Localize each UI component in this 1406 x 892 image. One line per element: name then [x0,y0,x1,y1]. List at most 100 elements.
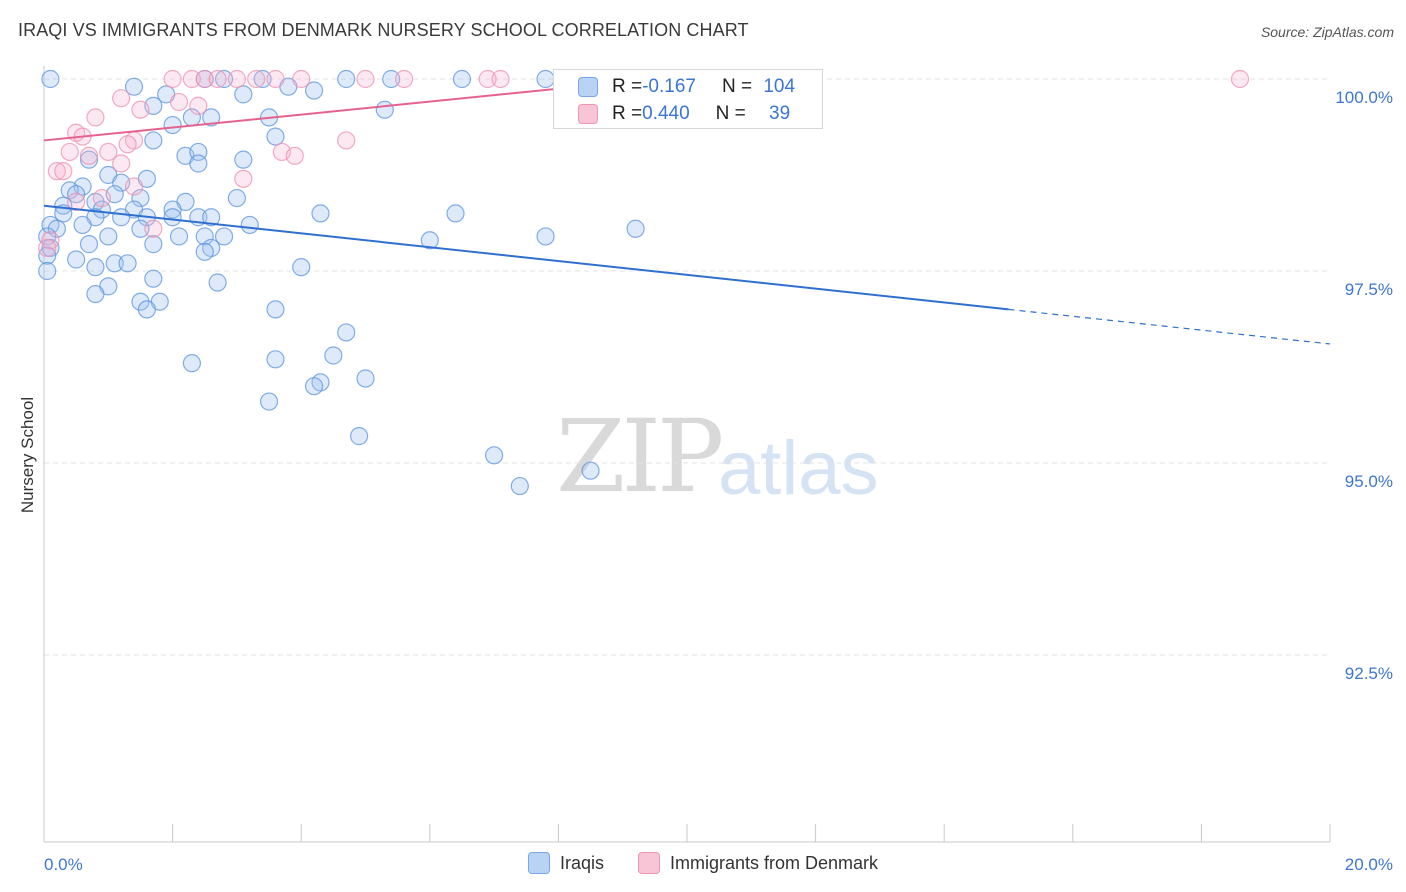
iraqis-point [253,69,272,89]
iraqis-point [266,350,285,369]
denmark-point [356,69,375,89]
iraqis-swatch-icon [578,77,598,97]
iraqis-point [131,219,150,238]
x-tick-label-left: 0.0% [44,855,83,874]
iraqis-point [214,69,234,89]
iraqis-point [163,200,182,219]
iraqis-point [67,185,86,204]
iraqis-n-label: N = [721,76,758,97]
iraqis-point [420,231,439,250]
iraqis-point [240,215,259,235]
denmark-point [99,142,118,162]
legend-item-iraqis[interactable]: Iraqis [527,852,604,874]
y-tick-label: 97.5% [1345,280,1393,299]
denmark-point [195,69,214,89]
denmark-point [112,154,131,173]
iraqis-point [234,85,253,104]
iraqis-point [266,300,285,319]
iraqis-point [311,204,330,223]
iraqis-trendline-extension [1008,308,1331,345]
denmark-point [266,69,285,89]
denmark-point [47,162,66,181]
iraqis-n-value: 104 [763,76,796,97]
y-tick-label: 92.5% [1345,664,1393,683]
iraqis-point [189,154,208,173]
iraqis-point [144,235,163,254]
iraqis-r-label: R = [612,76,643,97]
iraqis-point [73,215,92,235]
x-tick-label-right: 20.0% [1345,855,1393,874]
denmark-point [169,92,189,112]
stats-legend: R = -0.167 N = 104 R = 0.440 N = 39 [553,69,823,129]
source-label: Source: ZipAtlas.com [1260,24,1394,40]
stats-row-denmark: R = 0.440 N = 39 [578,101,790,127]
denmark-point [86,108,105,127]
iraqis-point [144,269,163,288]
denmark-point [124,177,144,196]
iraqis-point [259,392,279,411]
iraqis-point [38,261,57,281]
iraqis-point [485,446,504,465]
iraqis-point [137,300,156,319]
iraqis-point [214,227,234,246]
iraqis-point [118,254,137,273]
stats-row-iraqis: R = -0.167 N = 104 [578,74,795,100]
iraqis-r-value: -0.167 [642,76,696,97]
iraqis-point [227,188,246,208]
iraqis-point [38,246,57,265]
iraqis-point [337,69,356,89]
denmark-n-value: 39 [769,103,791,124]
iraqis-point [266,127,285,146]
iraqis-point [79,235,99,254]
iraqis-point [163,208,182,227]
iraqis-point [202,108,221,127]
iraqis-point [182,354,201,373]
denmark-point [182,69,201,89]
y-tick-label: 100.0% [1335,88,1393,107]
denmark-r-label: R = [612,103,643,124]
iraqis-point [510,476,529,496]
iraqis-point [349,427,369,446]
denmark-point [67,192,86,211]
iraqis-point [536,227,555,246]
denmark-point [285,146,304,165]
iraqis-point [208,273,227,292]
iraqis-point [356,369,375,388]
iraqis-point [304,81,324,100]
iraqis-point [47,219,66,238]
iraqis-point [163,115,182,135]
iraqis-point [131,188,150,208]
iraqis-point [67,250,86,269]
iraqis-point [195,242,214,261]
denmark-point [227,69,246,89]
iraqis-point [337,323,356,342]
denmark-point [1230,69,1250,89]
denmark-point [247,69,266,89]
legend-item-denmark[interactable]: Immigrants from Denmark [637,852,878,874]
iraqis-point [292,258,311,277]
denmark-point [118,135,137,154]
denmark-point [92,188,111,208]
iraqis-point [446,204,465,223]
iraqis-point [79,150,99,169]
denmark-point [208,69,227,89]
denmark-n-label: N = [715,103,752,124]
denmark-point [54,162,73,181]
iraqis-point [324,346,343,365]
legend-denmark-swatch-icon [637,852,660,874]
y-tick-label: 95.0% [1345,472,1393,491]
iraqis-point [144,131,163,150]
denmark-point [292,69,311,89]
denmark-point [189,96,208,115]
iraqis-point [124,77,144,96]
iraqis-point [86,284,105,304]
iraqis-point [304,377,324,396]
iraqis-point [86,258,105,277]
watermark-zip: ZIP [556,398,724,515]
denmark-point [234,169,253,188]
denmark-point [60,142,79,162]
iraqis-point [536,69,555,89]
iraqis-point [105,254,124,273]
denmark-point [112,89,131,108]
